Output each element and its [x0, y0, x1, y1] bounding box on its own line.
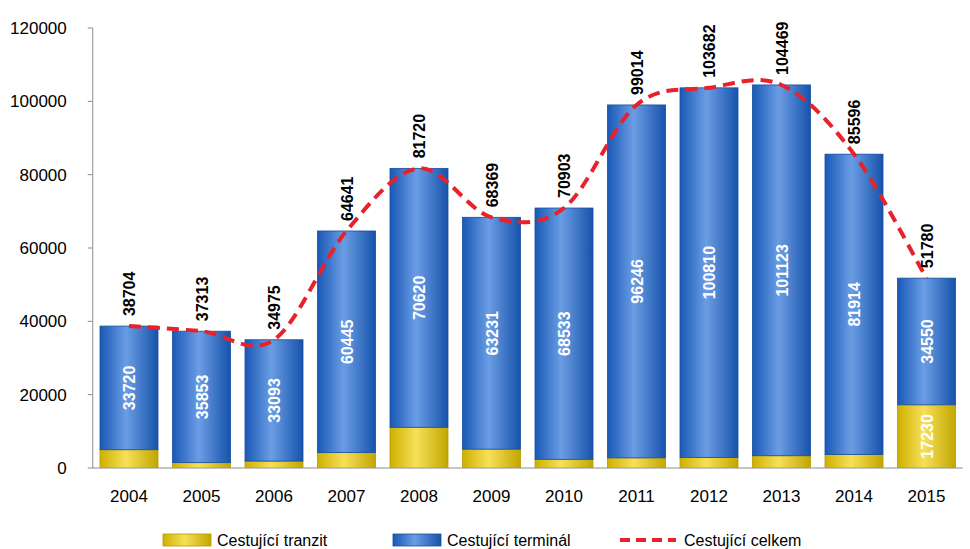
data-labels: 17230 33720 35853 33093 60445 70620 63231 68533…	[121, 21, 936, 458]
y-tick-label: 80000	[19, 166, 66, 185]
x-tick-label: 2009	[473, 487, 511, 506]
y-tick	[88, 101, 93, 102]
line-label: 34975	[266, 285, 283, 330]
line-label: 51780	[919, 224, 936, 269]
bar	[535, 459, 593, 468]
marks	[100, 80, 956, 468]
line-label: 37313	[194, 277, 211, 322]
legend-swatch	[620, 538, 676, 542]
bar	[245, 340, 303, 461]
legend-label: Cestující tranzit	[217, 532, 328, 549]
x-tick-label: 2012	[690, 487, 728, 506]
bar	[608, 458, 666, 468]
bar-label: 33720	[121, 366, 138, 411]
bar	[825, 154, 883, 454]
x-tick-label: 2006	[255, 487, 293, 506]
y-tick-label: 0	[57, 459, 66, 478]
y-tick-label: 60000	[19, 239, 66, 258]
bar-label: 63231	[484, 311, 501, 356]
y-tick-label: 100000	[10, 92, 67, 111]
legend: Cestující tranzit Cestující terminál Cestu…	[163, 532, 801, 549]
line-label: 81720	[411, 114, 428, 159]
line-label: 70903	[556, 153, 573, 198]
bar	[463, 449, 521, 468]
bar-label: 35853	[194, 375, 211, 420]
x-tick-label: 2015	[908, 487, 946, 506]
x-tick-label: 2013	[763, 487, 801, 506]
bar-label: 100810	[701, 246, 718, 299]
bar-label: 34550	[919, 319, 936, 364]
x-tick-label: 2008	[400, 487, 438, 506]
bar	[100, 326, 158, 450]
bar-label: 17230	[919, 414, 936, 459]
legend-swatch	[163, 534, 211, 546]
bar-label: 96246	[629, 259, 646, 304]
line-label: 38704	[121, 271, 138, 316]
total-line	[129, 80, 927, 346]
legend-swatch	[393, 534, 441, 546]
bar	[535, 208, 593, 459]
bar	[100, 450, 158, 468]
y-tick-label: 20000	[19, 386, 66, 405]
bar	[390, 427, 448, 468]
y-tick	[88, 174, 93, 175]
bar-label: 70620	[411, 275, 428, 320]
bar	[608, 105, 666, 458]
x-tick-label: 2011	[618, 487, 655, 506]
bar	[898, 278, 956, 405]
bar	[463, 217, 521, 449]
bar	[173, 331, 231, 462]
line-label: 64641	[339, 176, 356, 221]
bar-label: 81914	[846, 282, 863, 327]
line-label: 85596	[846, 100, 863, 145]
x-tick-label: 2005	[183, 487, 221, 506]
y-tick-label: 40000	[19, 312, 66, 331]
bar	[245, 461, 303, 468]
y-tick-label: 120000	[10, 19, 67, 38]
bar	[753, 85, 811, 456]
bar	[753, 456, 811, 468]
y-tick	[88, 28, 93, 29]
x-tick-label: 2007	[328, 487, 366, 506]
chart-root: 0 20000 40000 60000 80000 100000 120000 2004 200…	[0, 0, 970, 549]
x-tick-label: 2014	[835, 487, 873, 506]
line-label: 99014	[629, 50, 646, 95]
bar-label: 60445	[339, 319, 356, 364]
legend-label: Cestující terminál	[447, 532, 571, 549]
legend-label: Cestující celkem	[684, 532, 801, 549]
bar	[318, 231, 376, 453]
x-tick-label: 2010	[545, 487, 583, 506]
line-label: 104469	[774, 21, 791, 74]
bar	[173, 463, 231, 468]
bar	[318, 453, 376, 468]
y-axis	[92, 28, 93, 468]
y-tick	[88, 468, 93, 469]
bar	[825, 454, 883, 468]
y-tick	[88, 248, 93, 249]
line-label: 103682	[701, 24, 718, 77]
bar	[390, 168, 448, 427]
bar	[898, 405, 956, 468]
x-tick-label: 2004	[110, 487, 148, 506]
chart: 0 20000 40000 60000 80000 100000 120000 2004 200…	[0, 0, 970, 549]
bar	[680, 457, 738, 468]
y-tick	[88, 321, 93, 322]
bar	[680, 88, 738, 458]
line-label: 68369	[484, 163, 501, 208]
bar-label: 101123	[774, 244, 791, 297]
y-tick	[88, 394, 93, 395]
bar-label: 33093	[266, 378, 283, 423]
bar-label: 68533	[556, 311, 573, 356]
